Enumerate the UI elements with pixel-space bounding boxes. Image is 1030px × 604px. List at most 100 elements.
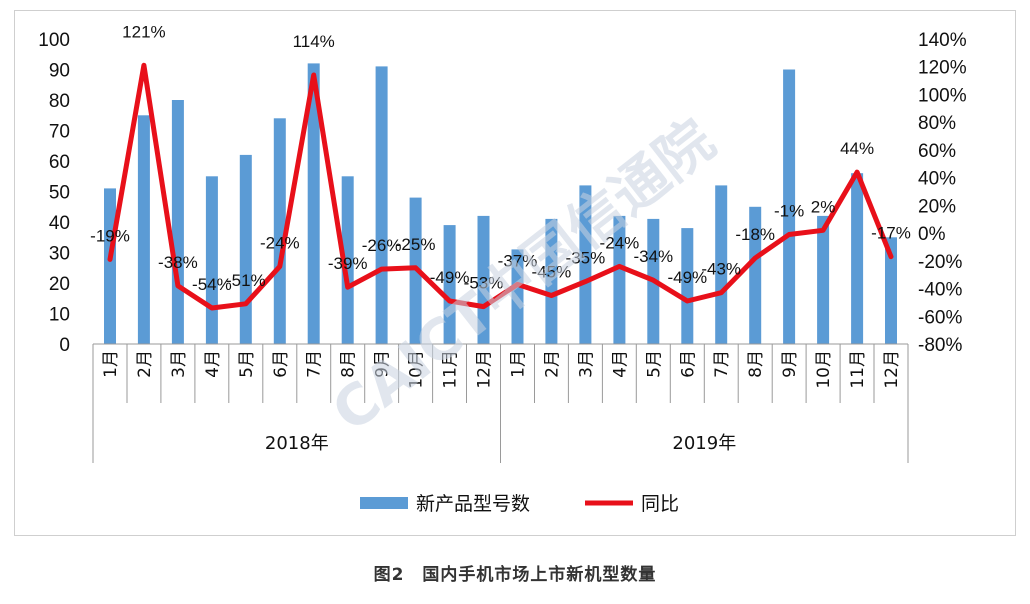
data-label: -49%: [667, 268, 707, 287]
data-label: -1%: [774, 202, 804, 221]
data-label: 121%: [122, 22, 165, 41]
x-tick-label: 4月: [610, 350, 630, 378]
x-tick-label: 7月: [712, 350, 732, 378]
x-tick-label: 12月: [475, 350, 495, 389]
data-label: -45%: [532, 263, 572, 282]
bar: [375, 66, 388, 345]
y-right-tick-label: -20%: [918, 252, 962, 273]
x-tick-label: 8月: [746, 350, 766, 378]
x-tick-label: 8月: [339, 350, 359, 378]
bar: [783, 69, 796, 344]
bar: [307, 63, 320, 345]
data-label: 2%: [811, 197, 836, 216]
x-tick-label: 10月: [407, 350, 427, 389]
y-right-tick-label: 120%: [918, 58, 967, 79]
bar: [613, 215, 626, 344]
y-left-tick-label: 30: [49, 244, 70, 265]
data-label: -34%: [633, 247, 673, 266]
y-right-tick-label: 0%: [918, 224, 946, 245]
data-label: -53%: [464, 274, 504, 293]
y-left-tick-label: 80: [49, 91, 70, 112]
y-right-tick-label: 20%: [918, 196, 956, 217]
y-left-tick-label: 20: [49, 274, 70, 295]
bar: [545, 218, 558, 344]
data-label: -26%: [362, 236, 402, 255]
bar: [171, 100, 184, 344]
data-label: -24%: [260, 233, 300, 252]
x-tick-label: 3月: [169, 350, 189, 378]
figure-caption: 图2 国内手机市场上市新机型数量: [373, 565, 657, 585]
bar: [477, 215, 490, 344]
y-left-tick-label: 60: [49, 152, 70, 173]
x-tick-label: 6月: [271, 350, 291, 378]
x-tick-label: 1月: [101, 350, 121, 378]
y-left-tick-label: 0: [59, 335, 70, 356]
x-tick-label: 9月: [780, 350, 800, 378]
y-left-tick-label: 90: [49, 61, 70, 82]
bar: [715, 185, 728, 344]
x-tick-label: 3月: [576, 350, 596, 378]
x-tick-label: 7月: [305, 350, 325, 378]
y-right-tick-label: 40%: [918, 169, 956, 190]
data-label: 44%: [840, 139, 874, 158]
data-label: -43%: [701, 260, 741, 279]
chart: 0 10 20 30 40 50 60 70 80 90 100 -80% -60% -40% -20% 0%…: [38, 22, 967, 515]
data-label: -24%: [600, 233, 640, 252]
data-label: -51%: [226, 271, 266, 290]
y-right-tick-label: 100%: [918, 86, 967, 107]
bar: [511, 249, 524, 344]
x-group-label: 2019年: [672, 433, 736, 454]
chart-frame: 0 10 20 30 40 50 60 70 80 90 100 -80% -60% -40% -20% 0%…: [14, 10, 1016, 536]
data-label: -25%: [396, 235, 436, 254]
data-label: -54%: [192, 275, 232, 294]
x-tick-label: 10月: [814, 350, 834, 389]
y-right-tick-label: 60%: [918, 141, 956, 162]
legend-label: 同比: [641, 493, 679, 515]
x-tick-label: 9月: [373, 350, 393, 378]
x-tick-label: 5月: [644, 350, 664, 378]
y-right-tick-label: 80%: [918, 113, 956, 134]
y-right-tick-label: -60%: [918, 307, 962, 328]
y-left-tick-label: 100: [38, 30, 70, 51]
bar: [579, 185, 592, 344]
bar: [137, 115, 150, 345]
bar: [681, 228, 694, 344]
data-label: -49%: [430, 268, 470, 287]
data-label: -35%: [566, 249, 606, 268]
x-tick-label: 4月: [203, 350, 223, 378]
data-label: -18%: [735, 225, 775, 244]
bar: [104, 188, 116, 344]
bar: [851, 173, 864, 344]
y-left-tick-label: 70: [49, 122, 70, 143]
bar: [273, 118, 286, 344]
y-left-tick-label: 40: [49, 213, 70, 234]
y-right-tick-label: -80%: [918, 335, 962, 356]
data-label: -39%: [328, 254, 368, 273]
data-label: 114%: [293, 32, 335, 51]
data-label: -38%: [158, 253, 198, 272]
x-tick-label: 11月: [848, 350, 868, 389]
x-tick-label: 2月: [542, 350, 562, 378]
legend-label: 新产品型号数: [416, 493, 530, 515]
line-series: [107, 62, 894, 311]
x-tick-label: 1月: [509, 350, 529, 378]
bar: [239, 154, 252, 344]
x-tick-label: 6月: [678, 350, 698, 378]
bar: [341, 176, 354, 345]
bar: [817, 215, 830, 344]
y-right-tick-label: -40%: [918, 280, 962, 301]
data-label: -37%: [498, 251, 538, 270]
data-label: -19%: [90, 226, 130, 245]
bar: [749, 206, 762, 345]
x-group-label: 2018年: [265, 433, 329, 454]
bar: [205, 176, 218, 345]
x-tick-label: 12月: [882, 350, 902, 389]
x-tick-label: 5月: [237, 350, 257, 378]
x-tick-label: 11月: [441, 350, 461, 389]
y-right-tick-label: 140%: [918, 30, 967, 51]
data-label: -17%: [871, 224, 911, 243]
x-tick-label: 2月: [135, 350, 155, 378]
y-left-tick-label: 10: [49, 305, 70, 326]
bar: [443, 225, 456, 344]
bar: [885, 237, 897, 345]
